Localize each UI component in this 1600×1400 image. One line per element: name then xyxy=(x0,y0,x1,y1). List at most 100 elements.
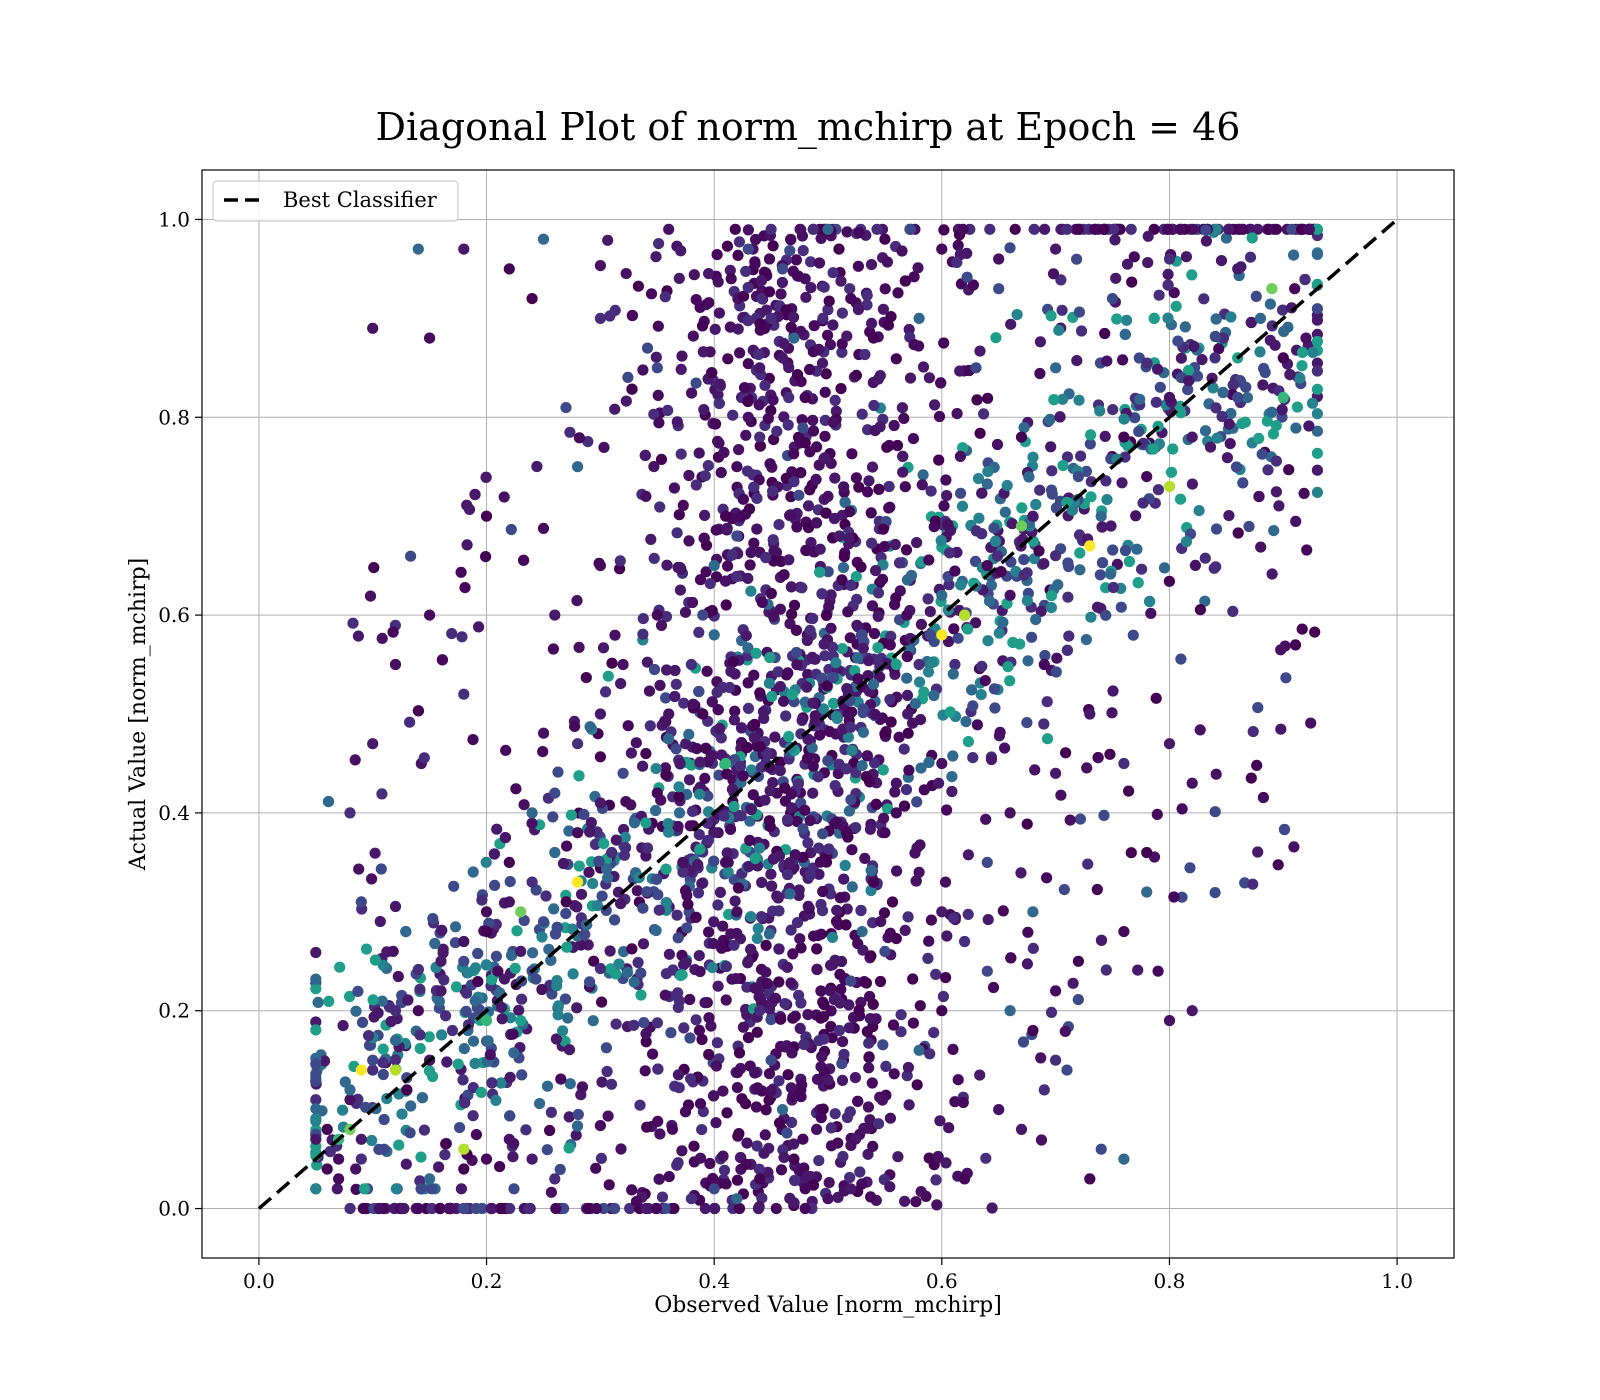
scatter-point xyxy=(458,1163,470,1175)
scatter-point xyxy=(648,408,660,420)
scatter-point xyxy=(939,876,952,888)
scatter-point xyxy=(764,785,776,797)
scatter-point xyxy=(699,997,711,1009)
scatter-point xyxy=(540,890,552,902)
scatter-point xyxy=(789,849,801,861)
scatter-point xyxy=(799,391,811,404)
scatter-point xyxy=(494,1161,506,1173)
scatter-point xyxy=(541,1080,554,1092)
scatter-point xyxy=(828,512,841,525)
scatter-point xyxy=(838,873,850,885)
scatter-point xyxy=(503,896,515,908)
scatter-point xyxy=(602,872,614,884)
scatter-point xyxy=(673,272,685,284)
scatter-point xyxy=(323,995,335,1008)
scatter-point xyxy=(635,989,647,1001)
scatter-point xyxy=(426,1202,438,1215)
scatter-point xyxy=(1258,362,1270,375)
scatter-point xyxy=(799,804,811,816)
scatter-point xyxy=(881,441,893,453)
scatter-point xyxy=(766,690,778,703)
scatter-point xyxy=(959,1173,971,1185)
scatter-point xyxy=(1061,644,1073,656)
scatter-point xyxy=(928,689,940,702)
scatter-point xyxy=(1074,813,1086,825)
scatter-point xyxy=(861,289,873,301)
scatter-point xyxy=(838,551,850,563)
scatter-point xyxy=(486,1077,498,1089)
scatter-point xyxy=(693,788,706,800)
scatter-point xyxy=(596,1076,608,1088)
scatter-point xyxy=(751,932,763,945)
scatter-point xyxy=(1045,310,1057,322)
scatter-point xyxy=(1278,325,1290,338)
scatter-point xyxy=(696,320,709,332)
scatter-point xyxy=(956,500,969,512)
scatter-point xyxy=(1085,491,1097,503)
scatter-point xyxy=(515,906,527,918)
scatter-point xyxy=(793,884,805,896)
scatter-point xyxy=(836,1074,849,1086)
scatter-point xyxy=(908,339,920,351)
scatter-point xyxy=(749,1067,761,1079)
scatter-point xyxy=(516,1069,528,1081)
scatter-point xyxy=(480,510,493,522)
scatter-point xyxy=(720,510,732,522)
scatter-point xyxy=(923,935,935,947)
scatter-point xyxy=(797,823,809,835)
scatter-point xyxy=(781,961,793,973)
scatter-point xyxy=(737,1021,750,1033)
scatter-point xyxy=(631,1195,643,1207)
scatter-point xyxy=(785,924,797,936)
scatter-point xyxy=(745,585,757,597)
scatter-point xyxy=(1255,541,1267,553)
scatter-point xyxy=(972,473,985,485)
scatter-point xyxy=(815,856,827,868)
scatter-point xyxy=(546,988,558,1000)
scatter-point xyxy=(706,696,718,708)
scatter-point xyxy=(518,914,530,927)
scatter-point xyxy=(721,768,733,780)
scatter-point xyxy=(814,543,826,555)
scatter-point xyxy=(997,905,1009,917)
scatter-point xyxy=(733,1128,745,1140)
scatter-point xyxy=(807,612,819,625)
scatter-point xyxy=(660,692,672,704)
scatter-point xyxy=(923,554,935,566)
scatter-point xyxy=(735,810,747,822)
scatter-point xyxy=(557,1025,569,1037)
scatter-point xyxy=(807,223,819,235)
scatter-point xyxy=(1051,652,1063,664)
scatter-point xyxy=(594,797,607,809)
scatter-point xyxy=(389,1064,402,1076)
scatter-point xyxy=(583,866,595,878)
scatter-point xyxy=(622,720,634,732)
scatter-point xyxy=(901,609,913,621)
scatter-point xyxy=(660,897,672,910)
scatter-point xyxy=(830,657,842,669)
scatter-point xyxy=(1277,391,1289,404)
scatter-point xyxy=(310,1024,322,1036)
scatter-point xyxy=(1307,346,1319,358)
scatter-point xyxy=(1001,479,1013,492)
scatter-point xyxy=(1055,789,1067,801)
scatter-point xyxy=(333,1173,345,1185)
scatter-point xyxy=(850,822,862,834)
scatter-point xyxy=(731,530,743,542)
scatter-point xyxy=(754,687,766,699)
scatter-point xyxy=(743,860,755,873)
scatter-point xyxy=(999,742,1011,754)
scatter-point xyxy=(1061,223,1073,235)
scatter-point xyxy=(594,751,607,763)
scatter-point xyxy=(1256,448,1268,460)
scatter-point xyxy=(890,658,902,671)
scatter-point xyxy=(472,976,484,988)
scatter-point xyxy=(690,911,702,923)
scatter-point xyxy=(724,681,736,694)
scatter-point xyxy=(1272,859,1284,871)
scatter-point xyxy=(450,981,462,993)
scatter-point xyxy=(703,1048,715,1061)
scatter-point xyxy=(526,293,538,305)
scatter-point xyxy=(659,989,671,1001)
scatter-point xyxy=(807,787,819,799)
